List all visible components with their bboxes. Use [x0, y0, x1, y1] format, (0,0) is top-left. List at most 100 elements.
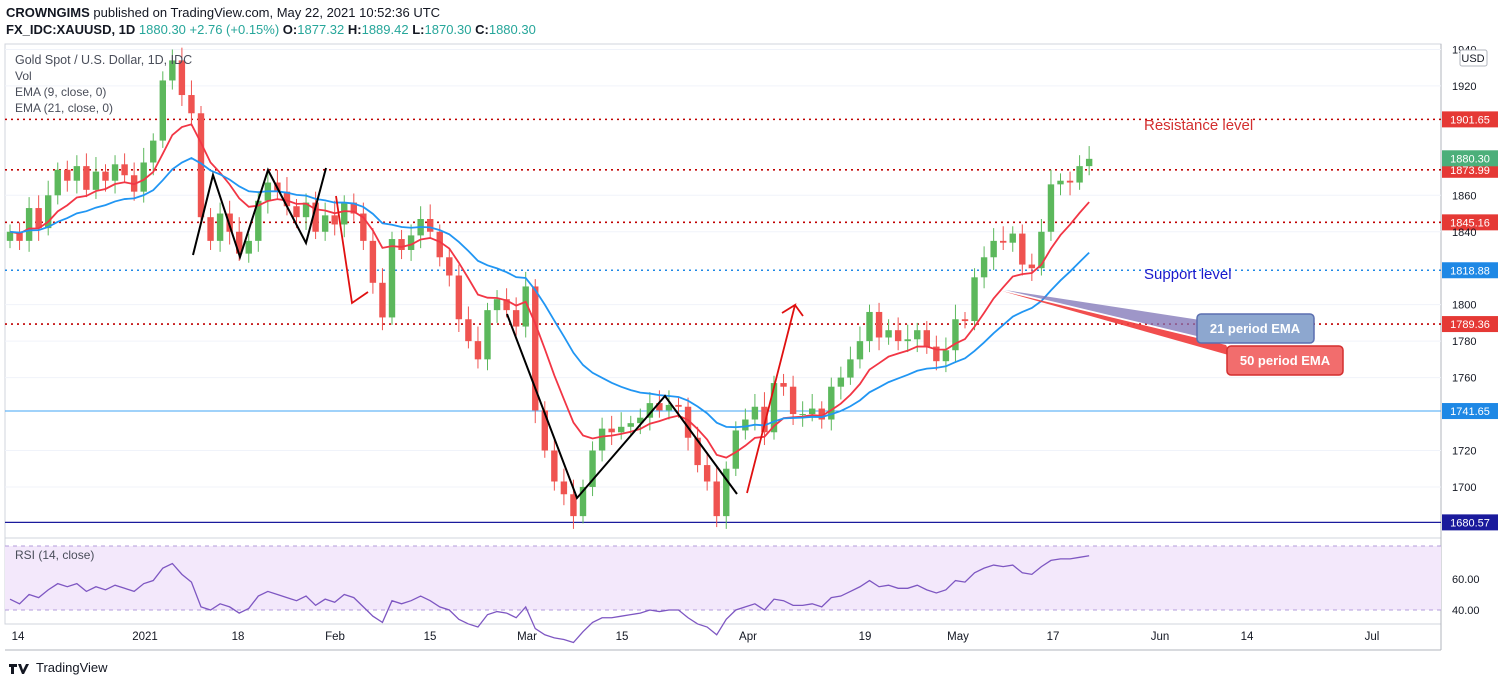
candle-body	[675, 404, 682, 407]
time-tick-label: Jul	[1365, 631, 1380, 643]
candle-body	[45, 195, 52, 229]
candle-body	[1057, 180, 1064, 185]
candle-body	[618, 426, 625, 433]
ema9-line	[9, 123, 1090, 459]
candle-body	[608, 428, 615, 433]
rsi-polyline	[9, 555, 1090, 644]
candle-body	[961, 319, 969, 322]
price-tick-label: 1840	[1452, 227, 1476, 239]
candle-body	[102, 171, 109, 181]
footer-brand[interactable]: TradingView	[36, 660, 108, 675]
candle-body	[1076, 166, 1083, 183]
price-tick-label: 1760	[1452, 373, 1476, 385]
candle-body	[732, 430, 739, 469]
candle-body	[828, 386, 835, 420]
candle-body	[92, 171, 100, 190]
candle-body	[398, 239, 405, 250]
level-price-tag	[1442, 111, 1498, 128]
candle-body	[1085, 158, 1093, 167]
level-price-label: 1680.57	[1450, 517, 1490, 529]
time-tick-label: 15	[616, 631, 629, 643]
low-label: L:	[412, 22, 425, 37]
ema21-callout-box	[1196, 313, 1315, 344]
close-value: 1880.30	[488, 22, 536, 37]
candle-body	[341, 202, 348, 225]
time-tick-label: 18	[232, 631, 245, 643]
publisher-line: CROWNGIMS published on TradingView.com, …	[6, 4, 536, 21]
currency-button[interactable]	[1459, 49, 1488, 67]
candle-body	[207, 217, 214, 241]
candle-body	[627, 423, 634, 427]
level-price-tag	[1442, 403, 1498, 420]
price-tick-label: 1720	[1452, 446, 1476, 458]
candle-body	[388, 239, 396, 318]
horizontal-levels	[5, 118, 1441, 523]
candle-body	[780, 383, 787, 387]
time-tick-label: 14	[1241, 631, 1254, 643]
candle-body	[684, 406, 692, 438]
candle-body	[818, 408, 825, 420]
candle-body	[541, 410, 548, 451]
level-price-label: 1818.88	[1450, 265, 1490, 277]
candle-body	[197, 113, 205, 218]
candle-body	[321, 215, 329, 232]
legend-ema9[interactable]: EMA (9, close, 0)	[15, 85, 107, 99]
candle-body	[188, 95, 195, 114]
candle-body	[703, 465, 711, 482]
candle-body	[866, 311, 873, 342]
publisher-name[interactable]: CROWNGIMS	[6, 5, 90, 20]
level-price-tag	[1442, 316, 1498, 333]
published-text: published on TradingView.com, May 22, 20…	[93, 5, 441, 20]
time-tick-label: 14	[12, 631, 25, 643]
indicator-legend: Gold Spot / U.S. Dollar, 1D, IDC Vol EMA…	[15, 52, 192, 116]
level-price-label: 1845.16	[1450, 217, 1490, 229]
candle-body	[493, 299, 501, 311]
last-value: 1880.30	[138, 22, 186, 37]
candle-body	[522, 286, 529, 327]
price-tick-label: 1860	[1452, 190, 1476, 202]
legend-ema21[interactable]: EMA (21, close, 0)	[15, 101, 114, 115]
candle-body	[789, 386, 797, 415]
symbol-label: FX_IDC:XAUUSD, 1D	[6, 22, 136, 37]
candle-body	[436, 231, 443, 258]
candle-body	[25, 208, 33, 241]
candle-body	[1009, 233, 1016, 243]
candle-body	[551, 450, 558, 482]
candle-body	[484, 310, 491, 360]
level-price-label: 1789.36	[1450, 319, 1490, 331]
candle-body	[1019, 233, 1026, 265]
legend-title[interactable]: Gold Spot / U.S. Dollar, 1D, IDC	[15, 53, 193, 67]
close-label: C:	[475, 22, 489, 37]
change-value: +2.76 (+0.15%)	[189, 22, 280, 37]
legend-vol[interactable]: Vol	[15, 69, 32, 83]
last-price-tag	[1442, 150, 1498, 167]
tradingview-logo-icon	[9, 663, 29, 674]
candle-body	[427, 218, 434, 232]
price-tick-label: 1920	[1452, 81, 1476, 93]
candle-body	[875, 311, 883, 338]
candle-body	[923, 330, 930, 347]
candle-body	[933, 346, 940, 362]
candle-body	[312, 202, 319, 232]
level-price-tag	[1442, 262, 1498, 279]
time-tick-label: 19	[859, 631, 872, 643]
level-price-label: 1873.99	[1450, 165, 1490, 177]
ohlc-line: FX_IDC:XAUUSD, 1D 1880.30 +2.76 (+0.15%)…	[6, 21, 536, 38]
level-price-tag	[1442, 514, 1498, 531]
candle-body	[455, 275, 463, 320]
candle-body	[856, 341, 864, 360]
last-price-label: 1880.30	[1450, 153, 1490, 165]
candle-body	[971, 277, 978, 322]
candle-body	[236, 231, 243, 254]
candle-body	[761, 406, 768, 433]
candle-body	[16, 231, 23, 241]
candle-body	[360, 213, 367, 241]
rsi-tick-label: 60.00	[1452, 574, 1480, 586]
candle-body	[6, 231, 14, 241]
open-label: O:	[282, 22, 298, 37]
ema21-callout-text: 21 period EMA	[1210, 321, 1301, 336]
candle-body	[407, 235, 415, 250]
rsi-legend[interactable]: RSI (14, close)	[15, 548, 95, 562]
candle-body	[646, 403, 654, 418]
